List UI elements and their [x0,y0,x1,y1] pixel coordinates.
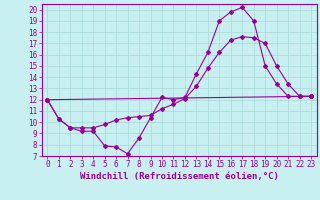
X-axis label: Windchill (Refroidissement éolien,°C): Windchill (Refroidissement éolien,°C) [80,172,279,181]
